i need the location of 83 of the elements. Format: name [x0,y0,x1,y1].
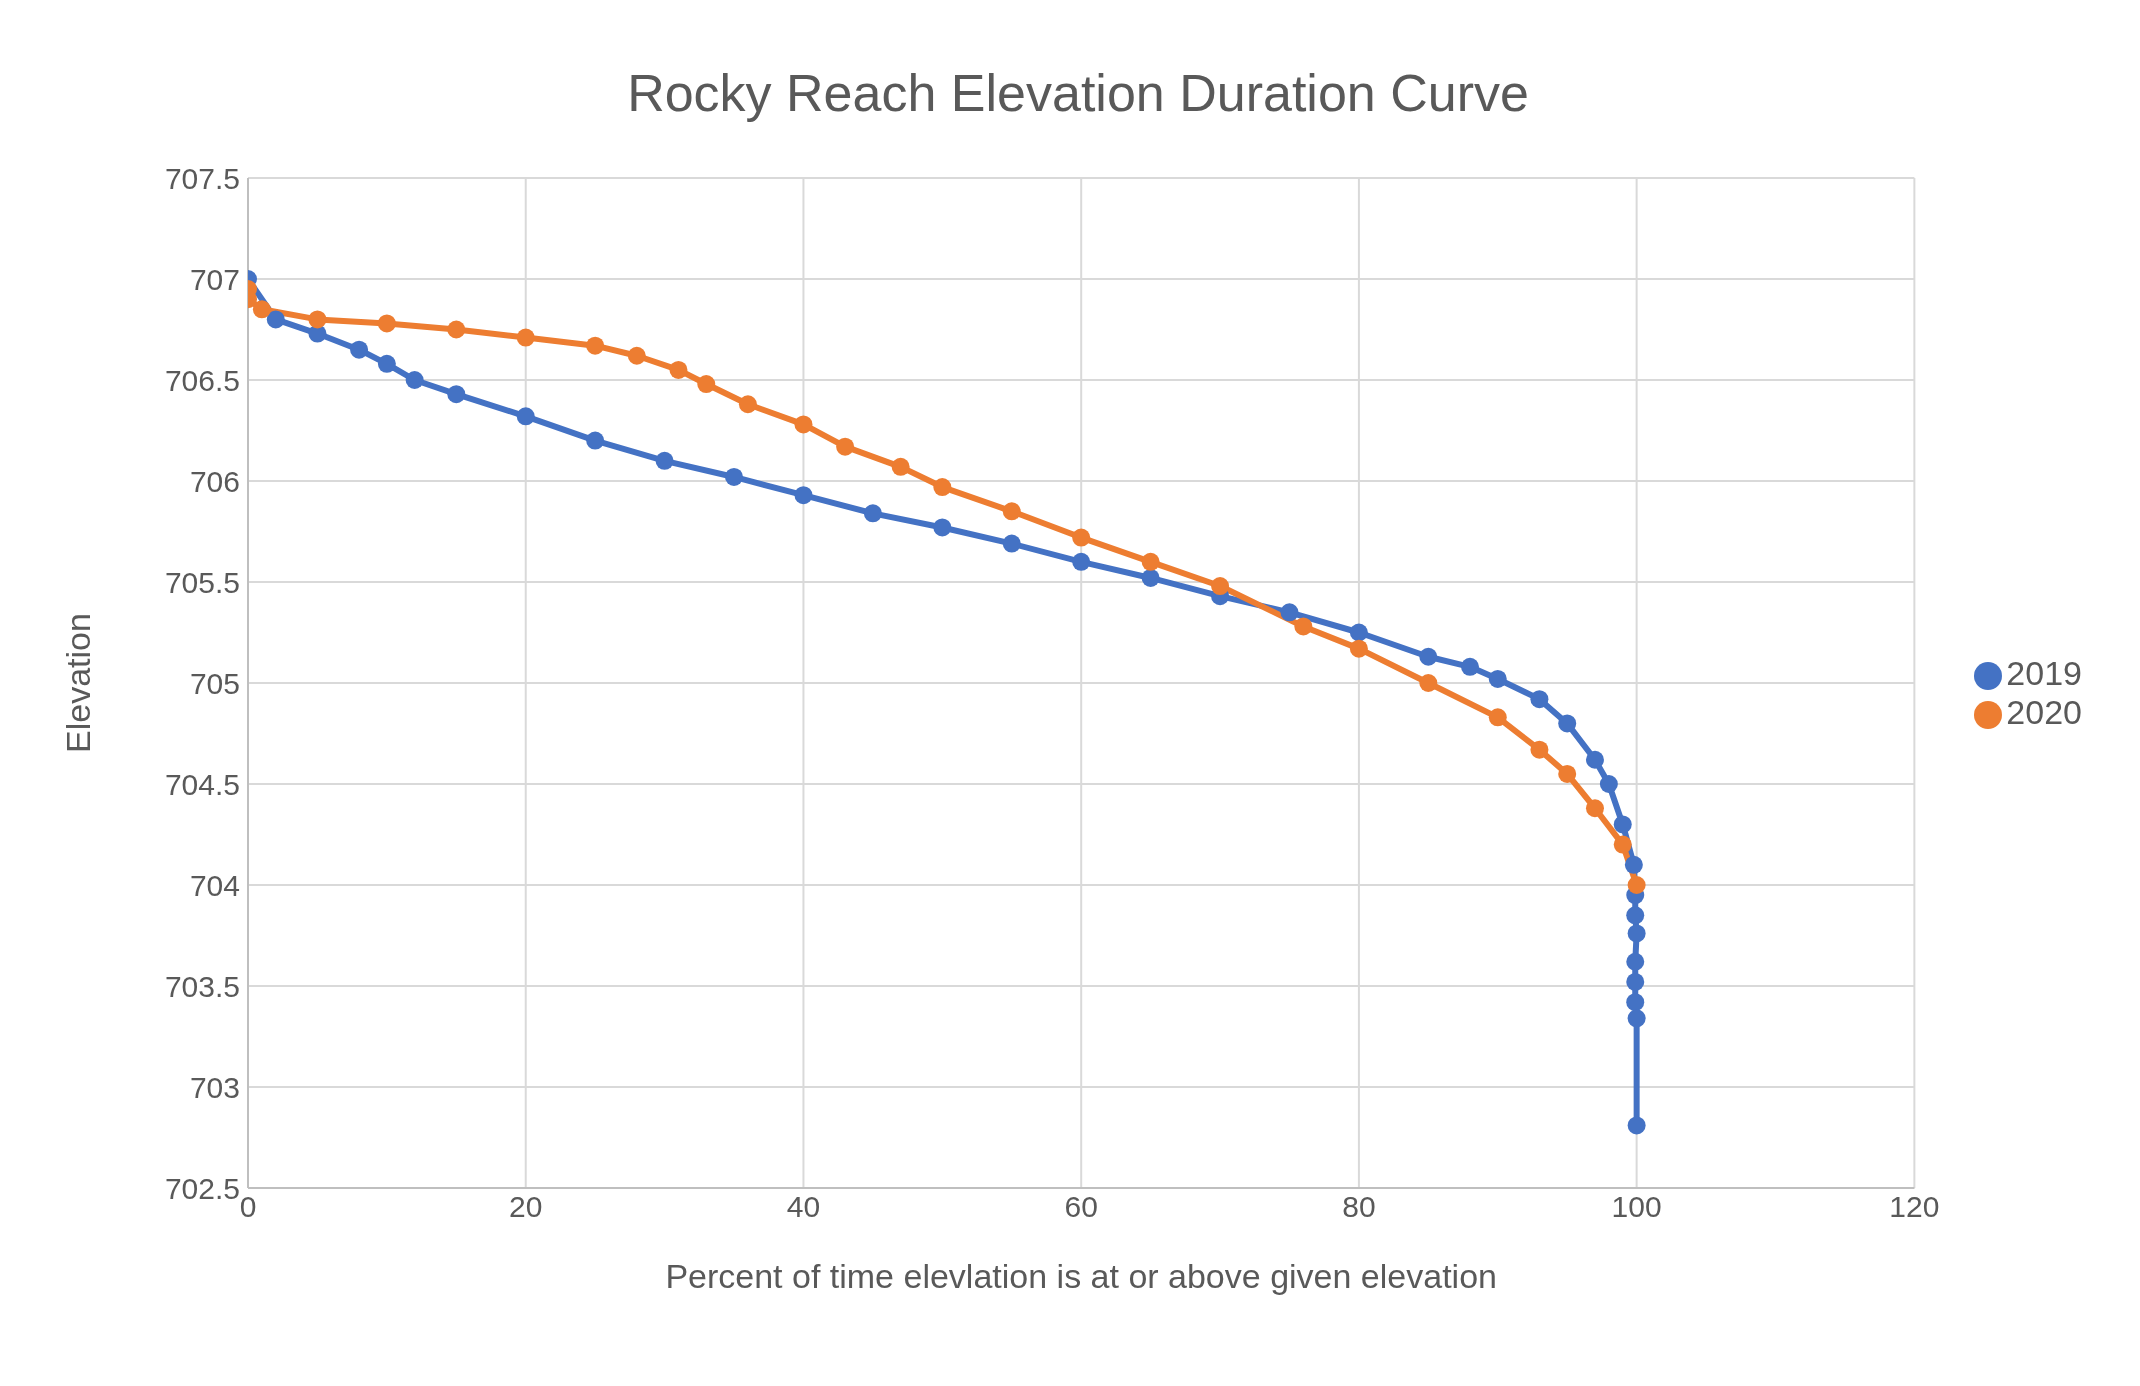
legend-label: 2019 [2006,654,2082,692]
point [1558,714,1577,733]
y-tick-label: 706 [189,464,240,498]
point [1530,740,1549,759]
point [933,478,952,497]
y-tick-label: 704.5 [164,767,240,801]
point [1613,835,1632,854]
y-tick-label: 707.5 [164,161,240,195]
point [447,320,466,339]
y-axis-title: Elevation [59,613,98,753]
point [738,395,757,414]
point [1419,647,1438,666]
point [1626,993,1645,1012]
point [1488,708,1507,727]
point [1072,552,1091,571]
point [836,437,855,456]
point [405,371,424,389]
point [586,431,605,450]
point [891,457,910,476]
point [1627,924,1646,943]
point [1141,568,1160,587]
y-tick-label: 705.5 [164,565,240,599]
point [516,407,535,426]
y-tick-label: 705 [189,666,240,700]
point [447,385,466,404]
point [1488,669,1507,688]
point [1419,674,1438,692]
point [1626,906,1645,925]
point [1627,1116,1646,1135]
point [627,346,646,365]
point [1613,815,1632,834]
y-tick-label: 702.5 [164,1171,240,1205]
point [1294,617,1313,636]
point [863,504,882,523]
point [1558,764,1577,783]
x-axis-title: Percent of time elevlation is at or above given elevation [665,1257,1497,1295]
x-tick-label: 20 [509,1190,543,1224]
x-tick-label: 100 [1611,1190,1662,1224]
point [1072,528,1091,547]
legend-label: 2020 [2006,693,2082,731]
x-tick-label: 120 [1889,1190,1940,1224]
point [669,360,688,379]
point [1002,534,1021,553]
y-tick-label: 707 [189,262,240,296]
point [1599,775,1618,793]
point [308,310,327,329]
point [350,340,369,359]
point [1585,799,1604,818]
point [794,486,813,505]
point [1141,552,1160,571]
x-tick-label: 80 [1342,1190,1376,1224]
point [586,336,605,355]
point [252,300,271,319]
point [1627,876,1646,894]
point [1002,502,1021,521]
y-tick-label: 703.5 [164,969,240,1003]
point [1585,750,1604,769]
point [1349,639,1368,658]
point [1349,623,1368,642]
chart-title: Rocky Reach Elevation Duration Curve [626,63,1530,123]
point [1461,657,1479,676]
y-tick-label: 704 [189,868,240,902]
point [933,518,952,537]
point [1530,690,1549,709]
point [794,415,813,434]
point [266,310,285,329]
point [1280,603,1299,622]
point [1626,952,1645,971]
point [1624,855,1643,874]
point [1626,972,1645,991]
point [1627,1009,1646,1028]
point [377,314,396,333]
x-tick-label: 40 [786,1190,821,1224]
point [377,354,396,373]
point [1211,577,1230,596]
point [697,375,716,394]
point [655,451,674,470]
x-tick-label: 0 [239,1190,257,1224]
y-tick-label: 703 [189,1070,240,1104]
y-tick-label: 706.5 [164,363,240,397]
x-tick-label: 60 [1064,1190,1098,1224]
point [725,467,744,486]
point [516,328,535,347]
